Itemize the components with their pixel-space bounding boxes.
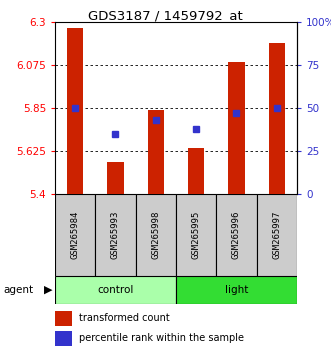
Bar (176, 276, 297, 304)
Text: control: control (97, 285, 134, 295)
Bar (188, 148, 204, 194)
Bar (228, 62, 245, 194)
Text: GSM265997: GSM265997 (272, 211, 281, 259)
Text: GSM265998: GSM265998 (151, 211, 160, 259)
Text: GSM265995: GSM265995 (192, 211, 201, 259)
Bar (176, 194, 216, 276)
Bar (55, 331, 72, 346)
Bar (136, 194, 176, 276)
Bar (148, 110, 164, 194)
Text: agent: agent (3, 285, 33, 295)
Bar (257, 194, 297, 276)
Bar (269, 43, 285, 194)
Text: ▶: ▶ (44, 285, 52, 295)
Text: GSM265993: GSM265993 (111, 211, 120, 259)
Bar (216, 194, 257, 276)
Bar (55, 276, 176, 304)
Bar (55, 194, 95, 276)
Text: percentile rank within the sample: percentile rank within the sample (79, 333, 244, 343)
Text: GSM265984: GSM265984 (71, 211, 80, 259)
Text: GDS3187 / 1459792_at: GDS3187 / 1459792_at (88, 9, 243, 22)
Text: transformed count: transformed count (79, 313, 170, 324)
Bar (108, 161, 123, 194)
Bar (95, 194, 136, 276)
Bar (67, 28, 83, 194)
Bar (55, 311, 72, 326)
Text: GSM265996: GSM265996 (232, 211, 241, 259)
Text: light: light (225, 285, 248, 295)
